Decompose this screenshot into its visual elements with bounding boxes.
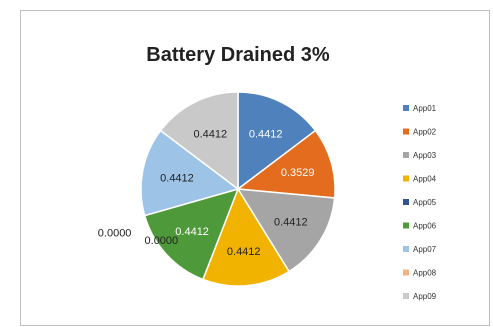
pie-slice-app07 bbox=[140, 129, 240, 217]
data-label-app02: 0.3529 bbox=[281, 167, 315, 179]
data-label-app09: 0.4412 bbox=[193, 128, 227, 140]
legend-label-app05: App05 bbox=[413, 198, 437, 207]
pie-slice-app04 bbox=[201, 187, 291, 287]
chart-frame: Battery Drained 3% 0.4412 0.3529 0.4412 0.4… bbox=[20, 10, 490, 326]
pie-slice-app06 bbox=[143, 187, 240, 281]
legend-label-app01: App01 bbox=[413, 104, 437, 113]
legend-label-app02: App02 bbox=[413, 128, 437, 137]
data-label-app03: 0.4412 bbox=[274, 217, 308, 229]
legend-swatch-app05 bbox=[403, 199, 409, 205]
legend-label-app04: App04 bbox=[413, 175, 437, 184]
legend-label-app09: App09 bbox=[413, 292, 437, 301]
pie-slice-app03 bbox=[236, 188, 336, 273]
legend-swatch-app07 bbox=[403, 246, 409, 252]
data-label-app04: 0.4412 bbox=[227, 246, 261, 258]
legend-swatch-app04 bbox=[403, 175, 409, 182]
data-label-app01: 0.4412 bbox=[249, 128, 283, 140]
pie-slice-app02 bbox=[236, 129, 336, 199]
legend-swatch-app02 bbox=[403, 128, 409, 135]
pie-chart: Battery Drained 3% 0.4412 0.3529 0.4412 0.4… bbox=[98, 44, 437, 301]
legend-swatch-app08 bbox=[403, 269, 409, 276]
data-label-app06: 0.4412 bbox=[175, 226, 209, 238]
legend-swatch-app06 bbox=[403, 222, 409, 229]
data-label-app05: 0.0000 bbox=[145, 235, 179, 247]
legend-label-app08: App08 bbox=[413, 269, 437, 278]
pie-slice-app09 bbox=[159, 91, 239, 191]
data-label-app07: 0.4412 bbox=[160, 173, 194, 185]
data-label-app08: 0.0000 bbox=[98, 228, 132, 240]
legend-swatch-app09 bbox=[403, 293, 409, 299]
legend-swatch-app01 bbox=[403, 105, 409, 111]
chart-title: Battery Drained 3% bbox=[146, 44, 330, 66]
legend-label-app07: App07 bbox=[413, 245, 437, 254]
legend-swatch-app03 bbox=[403, 152, 409, 158]
pie-slice-app01 bbox=[237, 91, 317, 191]
legend-label-app03: App03 bbox=[413, 151, 437, 160]
legend-label-app06: App06 bbox=[413, 222, 437, 231]
